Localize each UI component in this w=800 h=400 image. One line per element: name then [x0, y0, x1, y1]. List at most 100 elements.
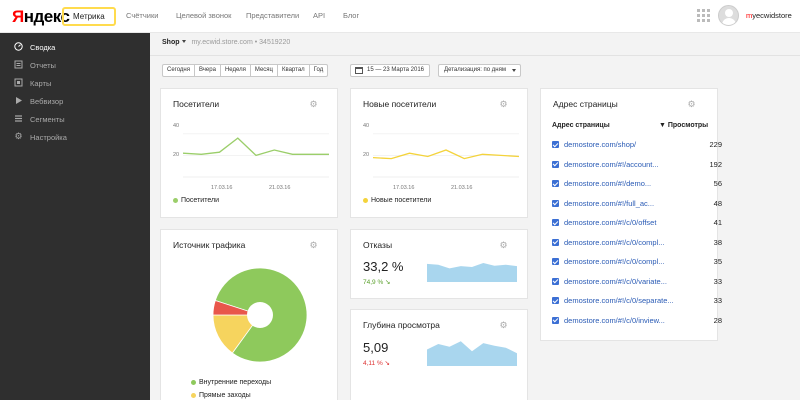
gear-icon[interactable]: ⚙ [499, 240, 508, 250]
gear-icon[interactable]: ⚙ [309, 240, 318, 250]
pages-card: Адрес страницы ⚙ Адрес страницы ▼ Просмо… [540, 88, 722, 341]
counter-id: 34519220 [259, 39, 291, 46]
period-quarter-button[interactable]: Квартал [278, 65, 310, 76]
depth-sparkline [427, 341, 517, 366]
yandex-logo[interactable]: Яндекс [12, 7, 70, 26]
page-url[interactable]: demostore.com/#!/c/0/variate... [564, 276, 667, 286]
chevron-down-icon [511, 69, 516, 72]
page-url[interactable]: demostore.com/shop/ [564, 140, 637, 149]
page-views: 229 [709, 140, 722, 149]
sidebar-item-summary[interactable]: Сводка [0, 40, 150, 56]
table-row[interactable]: demostore.com/#!/c/0/offset 41 [552, 217, 722, 229]
segments-icon [14, 114, 23, 123]
period-week-button[interactable]: Неделя [221, 65, 251, 76]
depth-card: Глубина просмотра ⚙ 5,09 4,11 % ↘ [350, 309, 528, 400]
period-yesterday-button[interactable]: Вчера [195, 65, 221, 76]
username[interactable]: myecwidstore [746, 11, 792, 20]
series-line [183, 137, 329, 157]
page-url[interactable]: demostore.com/#!/c/0/separate... [564, 296, 674, 305]
checkbox[interactable] [552, 180, 559, 187]
chart-legend: Новые посетители [363, 197, 431, 204]
column-header-page[interactable]: Адрес страницы [552, 122, 610, 129]
top-bar: Яндекс Метрика Счётчики Целевой звонок П… [0, 0, 800, 33]
page-views: 48 [713, 198, 722, 208]
page-url[interactable]: demostore.com/#!/c/0/offset [564, 218, 657, 227]
legend-dot [191, 379, 196, 385]
chevron-down-icon[interactable] [181, 40, 186, 44]
table-row[interactable]: demostore.com/#!/full_ac... 48 [552, 198, 722, 210]
page-url[interactable]: demostore.com/#!/c/0/compl... [564, 257, 665, 266]
chart-legend: Внутренние переходы [191, 379, 271, 386]
bounce-sparkline [427, 263, 517, 282]
sidebar-item-webvisor[interactable]: Вебвизор [0, 94, 150, 110]
card-title: Источник трафика [173, 240, 246, 250]
page-views: 41 [713, 218, 722, 227]
avatar[interactable] [718, 5, 739, 26]
bounce-delta: 74,9 % ↘ [363, 279, 391, 286]
new-visitors-line-chart [373, 133, 519, 178]
page-url[interactable]: demostore.com/#!/demo... [564, 179, 652, 188]
table-row[interactable]: demostore.com/#!/c/0/inview... 28 [552, 315, 722, 327]
detail-label: Детализация: по дням [444, 67, 506, 73]
calendar-icon [355, 67, 363, 74]
nav-representatives[interactable]: Представители [246, 11, 300, 20]
page-url[interactable]: demostore.com/#!/c/0/inview... [564, 315, 665, 325]
apps-grid-icon[interactable] [697, 9, 710, 22]
card-title: Глубина просмотра [363, 320, 440, 330]
breadcrumb-separator: • [254, 39, 258, 46]
checkbox[interactable] [552, 297, 559, 304]
checkbox[interactable] [552, 219, 559, 226]
nav-api[interactable]: API [313, 11, 326, 20]
table-row[interactable]: demostore.com/#!/demo... 56 [552, 178, 722, 190]
table-row[interactable]: demostore.com/#!/account... 192 [552, 159, 722, 171]
gear-icon: ⚙ [14, 131, 23, 141]
sidebar-item-label: Отчеты [30, 61, 56, 70]
checkbox[interactable] [552, 141, 559, 148]
table-row[interactable]: demostore.com/shop/229 [552, 139, 722, 151]
page-url[interactable]: demostore.com/#!/account... [564, 159, 659, 169]
gear-icon[interactable]: ⚙ [499, 320, 508, 330]
site-selector[interactable]: Shop [162, 39, 180, 46]
legend-label: Посетители [181, 197, 219, 204]
legend-label: Прямые заходы [199, 392, 251, 399]
table-row[interactable]: demostore.com/#!/c/0/separate... 33 [552, 295, 722, 307]
nav-blog[interactable]: Блог [343, 11, 360, 20]
checkbox[interactable] [552, 258, 559, 265]
checkbox[interactable] [552, 199, 559, 207]
x-tick-label: 17.03.16 [211, 185, 233, 191]
x-tick-label: 17.03.16 [393, 185, 415, 191]
period-year-button[interactable]: Год [313, 67, 324, 73]
visitors-line-chart [183, 133, 329, 178]
nav-target-call[interactable]: Целевой звонок [176, 11, 232, 20]
table-row[interactable]: demostore.com/#!/c/0/compl... 38 [552, 237, 722, 249]
sidebar-item-maps[interactable]: Карты [0, 76, 150, 92]
traffic-pie-chart [212, 267, 308, 363]
sidebar-item-segments[interactable]: Сегменты [0, 112, 150, 128]
sidebar-item-settings[interactable]: ⚙ Настройка [0, 130, 150, 146]
date-range-label: 15 — 23 Марта 2016 [367, 67, 424, 73]
gear-icon[interactable]: ⚙ [309, 99, 318, 109]
bounce-card: Отказы ⚙ 33,2 % 74,9 % ↘ [350, 229, 528, 299]
page-url[interactable]: demostore.com/#!/full_ac... [564, 198, 655, 208]
checkbox[interactable] [552, 277, 559, 285]
checkbox[interactable] [552, 160, 559, 168]
page-url[interactable]: demostore.com/#!/c/0/compl... [564, 237, 665, 247]
period-month-button[interactable]: Месяц [251, 65, 278, 76]
card-title: Отказы [363, 240, 393, 250]
detail-select[interactable]: Детализация: по дням [438, 64, 521, 77]
date-range-button[interactable]: 15 — 23 Марта 2016 [350, 64, 430, 77]
gear-icon[interactable]: ⚙ [687, 99, 696, 109]
table-row[interactable]: demostore.com/#!/c/0/variate... 33 [552, 276, 722, 288]
depth-delta: 4,11 % ↘ [363, 360, 391, 367]
new-visitors-card: Новые посетители ⚙ 40 20 17.03.16 21.03.… [350, 88, 528, 218]
gear-icon[interactable]: ⚙ [499, 99, 508, 109]
checkbox[interactable] [552, 238, 559, 246]
table-row[interactable]: demostore.com/#!/c/0/compl... 35 [552, 256, 722, 268]
metrika-tab[interactable]: Метрика [62, 7, 116, 26]
period-today-button[interactable]: Сегодня [163, 65, 195, 76]
legend-label: Внутренние переходы [199, 379, 272, 386]
checkbox[interactable] [552, 316, 559, 324]
nav-counters[interactable]: Счётчики [126, 11, 159, 20]
column-header-views[interactable]: ▼ Просмотры [659, 122, 709, 129]
sidebar-item-reports[interactable]: Отчеты [0, 58, 150, 74]
